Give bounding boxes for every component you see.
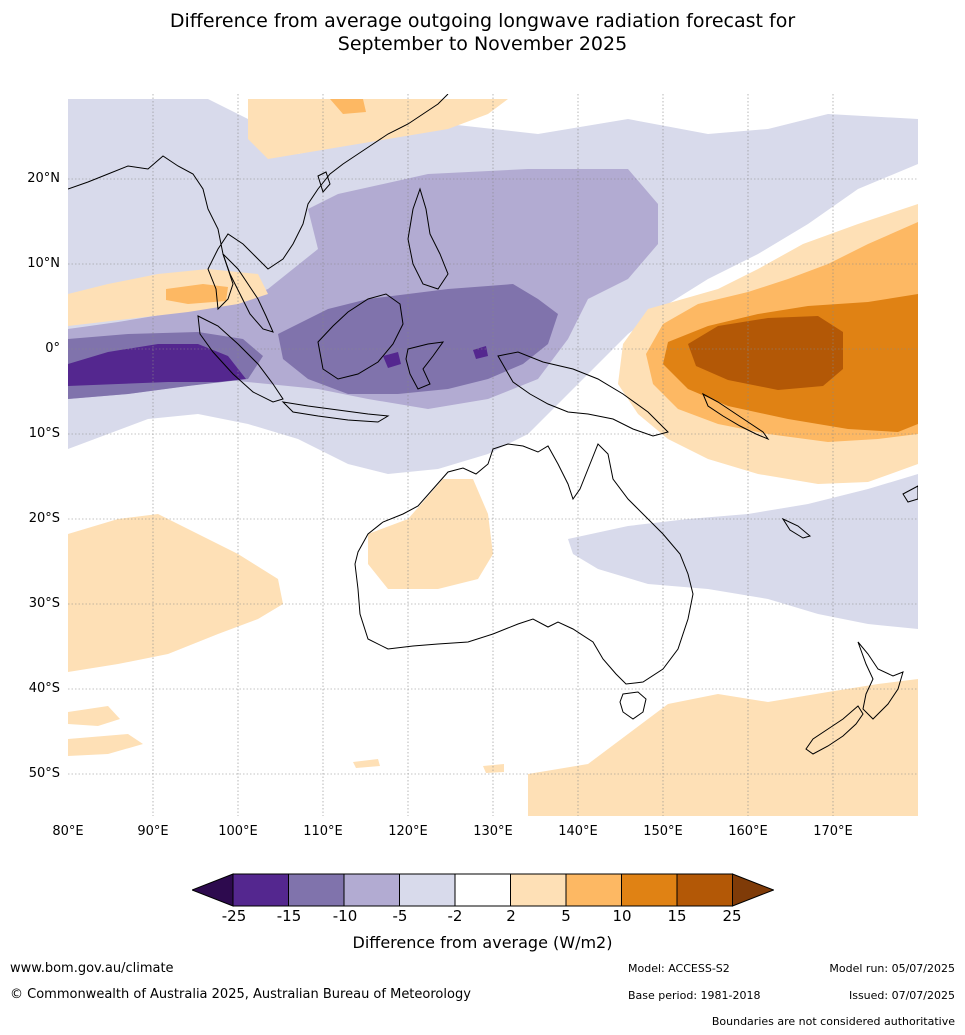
map-panel xyxy=(68,94,918,816)
lat-label-0: 0° xyxy=(45,341,60,356)
colorbar-arrow-high xyxy=(732,873,774,907)
anomaly-region-light-orange-patch-4 xyxy=(483,764,504,773)
issued-text: Issued: 07/07/2025 xyxy=(848,989,955,1002)
anomaly-region-light-orange-australia xyxy=(368,479,493,589)
colorbar-segment xyxy=(232,873,289,907)
java-outline xyxy=(281,401,390,423)
borneo-outline xyxy=(317,293,404,380)
title-line-2: September to November 2025 xyxy=(337,33,628,55)
colorbar-arrow-low xyxy=(192,873,234,907)
colorbar-tick-label: -2 xyxy=(447,907,463,925)
lon-label-90e: 90°E xyxy=(137,824,169,839)
lat-label-20n: 20°N xyxy=(27,171,60,186)
colorbar-segment xyxy=(343,873,400,907)
colorbar-tick-label: 25 xyxy=(722,907,742,925)
anomaly-region-light-orange-indian-south xyxy=(68,514,283,672)
anomaly-region-dark-purple-sulawesi xyxy=(383,352,401,368)
website-text: www.bom.gov.au/climate xyxy=(10,961,174,976)
lat-label-10n: 10°N xyxy=(27,256,60,271)
new-zealand-south-outline xyxy=(805,705,864,755)
colorbar-tick-label: 10 xyxy=(612,907,632,925)
lon-label-160e: 160°E xyxy=(728,824,768,839)
anomaly-region-dark-purple-maluku xyxy=(473,346,488,359)
anomaly-region-light-orange-patch-3 xyxy=(353,759,380,768)
anomaly-region-medium-orange-indian xyxy=(166,284,228,304)
tasmania-outline xyxy=(619,691,647,720)
coastlines xyxy=(68,94,918,755)
asia-mainland-outline xyxy=(68,94,449,311)
colorbar-tick-label: -10 xyxy=(332,907,358,925)
sulawesi-outline xyxy=(405,341,445,390)
colorbar-tick-label: 5 xyxy=(561,907,571,925)
sumatra-outline xyxy=(197,315,284,403)
anomaly-region-medium-orange-north xyxy=(330,99,366,114)
lat-label-20s: 20°S xyxy=(28,511,60,526)
malay-peninsula-outline xyxy=(222,253,274,333)
model-run-text: Model run: 05/07/2025 xyxy=(829,962,955,975)
colorbar-tick-label: 15 xyxy=(667,907,687,925)
lon-label-150e: 150°E xyxy=(643,824,683,839)
new-guinea-outline xyxy=(497,351,669,437)
colorbar-tick-label: -25 xyxy=(221,907,247,925)
lon-label-140e: 140°E xyxy=(558,824,598,839)
taiwan-outline xyxy=(317,171,331,194)
chart-title: Difference from average outgoing longwav… xyxy=(0,10,965,56)
lon-label-80e: 80°E xyxy=(52,824,84,839)
fiji-outline xyxy=(902,485,918,503)
lon-label-170e: 170°E xyxy=(813,824,853,839)
lat-label-40s: 40°S xyxy=(28,681,60,696)
anomaly-region-dark-purple xyxy=(68,344,246,386)
anomaly-region-light-orange-south-ocean xyxy=(528,679,918,816)
anomaly-region-darkest-orange xyxy=(688,316,843,390)
colorbar-segment xyxy=(565,873,622,907)
colorbar-segment xyxy=(288,873,345,907)
colorbar-segment xyxy=(676,873,733,907)
lon-label-100e: 100°E xyxy=(218,824,258,839)
colorbar-segment xyxy=(399,873,456,907)
lon-label-130e: 130°E xyxy=(473,824,513,839)
anomaly-region-light-orange-patch-1 xyxy=(68,706,120,726)
colorbar-segment xyxy=(510,873,567,907)
anomaly-region-light-purple-top-left xyxy=(68,104,198,234)
anomaly-region-light-purple-tasman xyxy=(568,474,918,629)
title-line-1: Difference from average outgoing longwav… xyxy=(169,10,796,32)
colorbar-tick-label: -5 xyxy=(392,907,408,925)
colorbar-tick-label: 2 xyxy=(506,907,516,925)
colorbar-segment xyxy=(621,873,678,907)
solomon-islands-outline xyxy=(702,392,770,441)
base-period-text: Base period: 1981-2018 xyxy=(628,989,761,1002)
colorbar-segments xyxy=(192,873,774,907)
lat-label-30s: 30°S xyxy=(28,596,60,611)
colorbar-tick-label: -15 xyxy=(276,907,302,925)
map-gridlines xyxy=(68,94,918,816)
copyright-text: © Commonwealth of Australia 2025, Austra… xyxy=(10,987,471,1002)
lat-label-10s: 10°S xyxy=(28,426,60,441)
colorbar xyxy=(192,873,774,907)
model-text: Model: ACCESS-S2 xyxy=(628,962,730,975)
colorbar-label: Difference from average (W/m2) xyxy=(352,933,613,952)
lon-label-120e: 120°E xyxy=(388,824,428,839)
disclaimer-text: Boundaries are not considered authoritat… xyxy=(711,1015,955,1028)
new-caledonia-outline xyxy=(781,517,812,539)
anomaly-region-light-orange-patch-2 xyxy=(68,734,143,756)
olr-anomaly-map xyxy=(68,94,918,816)
new-zealand-north-outline xyxy=(857,641,904,720)
lat-label-50s: 50°S xyxy=(28,766,60,781)
australia-outline xyxy=(354,443,694,685)
anomaly-region-light-orange-north xyxy=(248,99,508,159)
philippines-outline xyxy=(407,187,449,290)
colorbar-segment xyxy=(454,873,511,907)
lon-label-110e: 110°E xyxy=(303,824,343,839)
